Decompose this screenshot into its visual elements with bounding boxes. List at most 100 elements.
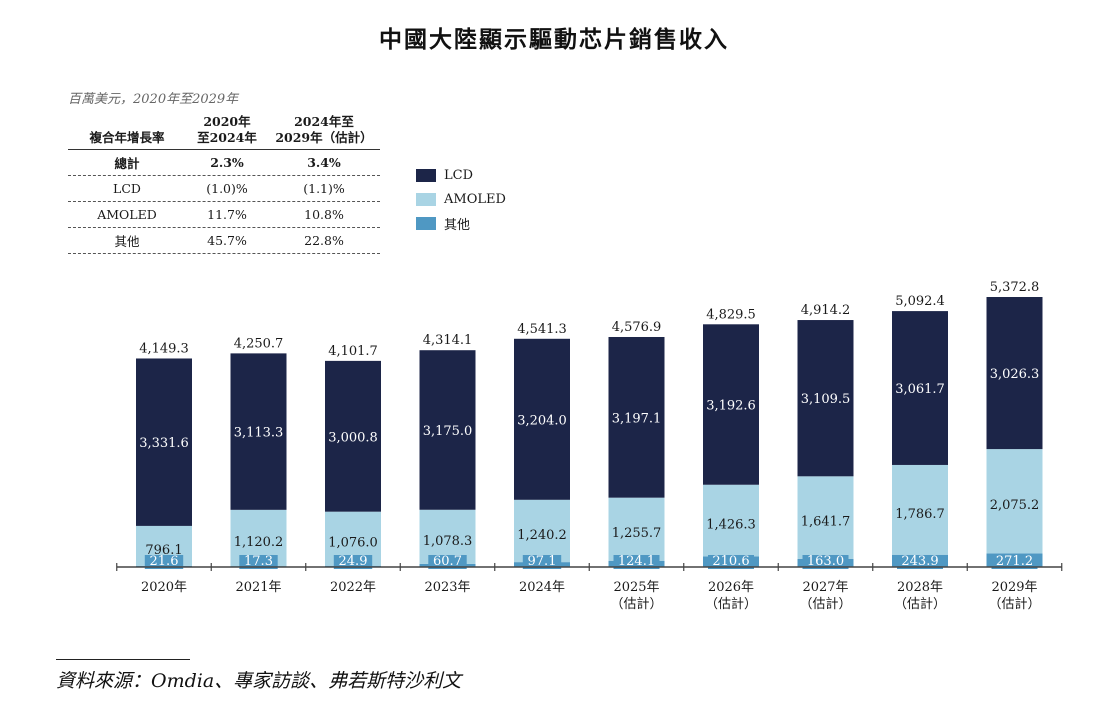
- cagr-row-label: LCD: [113, 181, 141, 196]
- x-tick-label: 2026年: [708, 580, 754, 595]
- bar-label-bg-other: [802, 555, 849, 569]
- bar-label-other: 17.3: [244, 554, 273, 569]
- x-tick-sublabel: （估計）: [894, 596, 946, 612]
- chart-title: 中國大陸顯示驅動芯片銷售收入: [379, 27, 729, 53]
- bar-total-label: 4,829.5: [706, 307, 756, 322]
- bar-segment-amoled: [892, 464, 948, 555]
- cagr-row-total: 總計 2.3% 3.4%: [68, 150, 380, 176]
- bar-label-lcd: 3,061.7: [895, 382, 945, 397]
- cagr-header-period1-line2: 至2024年: [197, 130, 257, 145]
- bar-segment-lcd: [608, 336, 665, 498]
- bar-label-bg-other: [333, 555, 373, 569]
- bar-label-amoled: 1,641.7: [801, 515, 851, 530]
- bar-label-lcd: 3,113.3: [234, 426, 284, 441]
- bar-label-other: 163.0: [807, 554, 844, 569]
- bar-label-bg-other: [613, 555, 660, 569]
- legend-item-amoled: AMOLED: [416, 187, 506, 211]
- bar-label-other: 124.1: [618, 554, 655, 569]
- cagr-header-period2-line1: 2024年至: [294, 114, 354, 129]
- bar-segment-lcd: [892, 311, 948, 465]
- cagr-header-period2-line2: 2029年（估計）: [275, 130, 373, 145]
- bar-label-bg-other: [522, 555, 562, 569]
- x-tick-label: 2027年: [802, 580, 848, 595]
- bar-segment-lcd: [325, 360, 381, 512]
- x-tick-label: 2022年: [330, 580, 376, 595]
- legend-item-other: 其他: [416, 211, 506, 235]
- cagr-row-label: 其他: [114, 234, 140, 249]
- bar-label-other: 97.1: [528, 554, 557, 569]
- bar-label-amoled: 1,240.2: [517, 528, 567, 543]
- bar-label-other: 243.9: [901, 554, 938, 569]
- x-tick-label: 2028年: [897, 580, 943, 595]
- cagr-row-p2: 22.8%: [304, 233, 344, 248]
- bar-label-amoled: 1,255.7: [612, 526, 662, 541]
- cagr-row-p1: 11.7%: [207, 207, 247, 222]
- cagr-row-amoled: AMOLED 11.7% 10.8%: [68, 202, 380, 228]
- x-tick-sublabel: （估計）: [988, 596, 1040, 612]
- bar-total-label: 4,314.1: [423, 333, 473, 348]
- bar-label-amoled: 1,076.0: [328, 536, 378, 551]
- bar-label-other: 21.6: [150, 554, 179, 569]
- bar-total-label: 4,576.9: [612, 320, 662, 335]
- cagr-row-p1: 45.7%: [207, 233, 247, 248]
- legend-label-other: 其他: [444, 217, 471, 233]
- bar-label-lcd: 3,204.0: [517, 413, 567, 428]
- cagr-row-lcd: LCD (1.0)% (1.1)%: [68, 176, 380, 202]
- x-tick-label: 2021年: [235, 580, 281, 595]
- cagr-row-p1: (1.0)%: [206, 181, 248, 196]
- chart-legend: LCD AMOLED 其他: [416, 163, 506, 235]
- legend-label-amoled: AMOLED: [444, 191, 506, 207]
- bar-label-bg-other: [144, 555, 184, 569]
- bar-label-lcd: 3,026.3: [990, 367, 1040, 382]
- bar-label-amoled: 1,426.3: [706, 518, 756, 533]
- bar-label-lcd: 3,197.1: [612, 411, 662, 426]
- cagr-row-other: 其他 45.7% 22.8%: [68, 228, 380, 254]
- bar-label-other: 24.9: [339, 554, 368, 569]
- legend-label-lcd: LCD: [444, 167, 474, 183]
- bar-segment-lcd: [703, 324, 759, 485]
- bar-segment-lcd: [230, 353, 287, 510]
- source-note: 資料來源：Omdia、專家訪談、弗若斯特沙利文: [56, 670, 462, 692]
- x-tick-label: 2020年: [141, 580, 187, 595]
- bar-segment-amoled: [419, 509, 476, 564]
- bar-label-bg-other: [428, 555, 467, 569]
- bar-total-label: 5,092.4: [895, 294, 945, 309]
- cagr-row-p2: 10.8%: [304, 207, 344, 222]
- bar-label-amoled: 796.1: [145, 543, 182, 558]
- bar-label-amoled: 1,786.7: [895, 507, 945, 522]
- x-tick-label: 2025年: [613, 580, 659, 595]
- bar-label-bg-other: [708, 555, 754, 569]
- legend-swatch-amoled: [416, 192, 436, 206]
- bar-label-lcd: 3,109.5: [801, 392, 851, 407]
- cagr-header-period2: 2024年至 2029年（估計）: [268, 114, 380, 146]
- bar-label-other: 210.6: [712, 554, 749, 569]
- cagr-header-period1-line1: 2020年: [203, 114, 251, 129]
- legend-swatch-other: [416, 216, 436, 230]
- bar-total-label: 4,250.7: [234, 336, 284, 351]
- bar-segment-lcd: [514, 338, 570, 500]
- x-tick-label: 2023年: [424, 580, 470, 595]
- bar-label-lcd: 3,331.6: [139, 436, 189, 451]
- bar-label-bg-other: [991, 555, 1038, 569]
- bar-total-label: 5,372.8: [990, 280, 1040, 295]
- x-tick-label: 2024年: [519, 580, 565, 595]
- cagr-header-label: 複合年增長率: [89, 130, 165, 145]
- cagr-row-p2: 3.4%: [307, 155, 341, 170]
- cagr-row-label: AMOLED: [97, 207, 157, 222]
- bar-segment-amoled: [703, 484, 759, 557]
- bar-label-lcd: 3,000.8: [328, 430, 378, 445]
- bar-total-label: 4,541.3: [517, 322, 567, 337]
- cagr-header-period1: 2020年 至2024年: [186, 114, 268, 146]
- unit-note: 百萬美元，2020年至2029年: [68, 92, 239, 107]
- bar-label-other: 60.7: [433, 554, 462, 569]
- bar-segment-lcd: [419, 350, 476, 510]
- cagr-table-header: 複合年增長率 2020年 至2024年 2024年至 2029年（估計）: [68, 108, 380, 150]
- legend-item-lcd: LCD: [416, 163, 506, 187]
- bar-segment-lcd: [986, 297, 1043, 450]
- bar-label-amoled: 1,120.2: [234, 535, 284, 550]
- bar-label-other: 271.2: [996, 554, 1033, 569]
- x-tick-label: 2029年: [991, 580, 1037, 595]
- bar-label-amoled: 1,078.3: [423, 534, 473, 549]
- bar-segment-lcd: [136, 358, 192, 526]
